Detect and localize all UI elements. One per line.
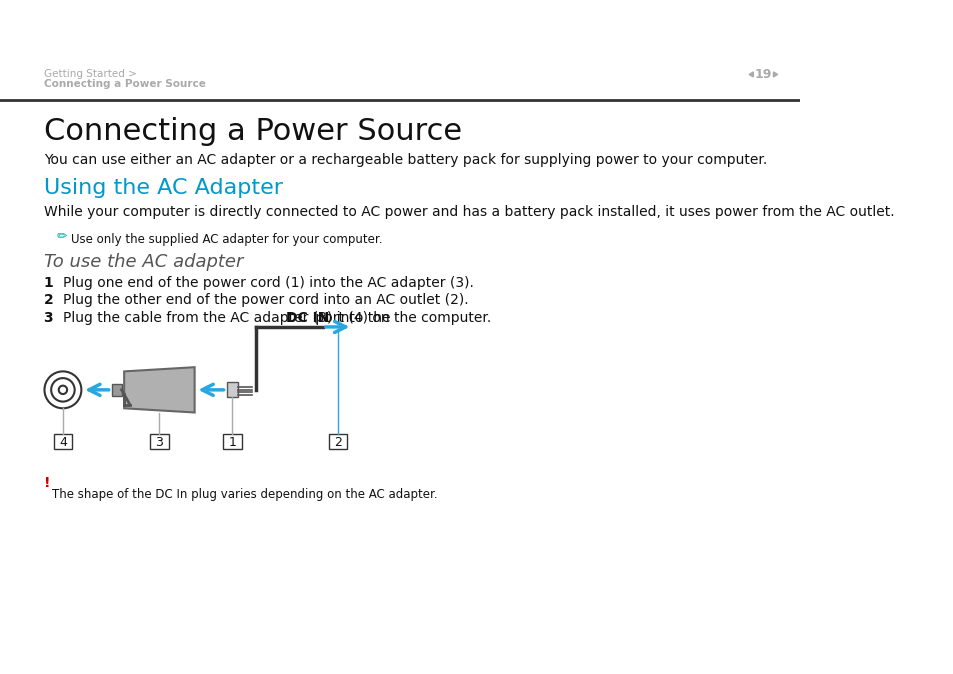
Text: 4: 4 (59, 436, 67, 449)
Text: To use the AC adapter: To use the AC adapter (44, 253, 243, 271)
Text: 2: 2 (334, 436, 342, 449)
Text: Plug one end of the power cord (1) into the AC adapter (3).: Plug one end of the power cord (1) into … (63, 276, 474, 290)
Text: 19: 19 (754, 68, 771, 81)
Polygon shape (124, 367, 194, 412)
Text: 3: 3 (155, 436, 163, 449)
Bar (150, 434, 169, 450)
Polygon shape (773, 72, 777, 77)
Text: While your computer is directly connected to AC power and has a battery pack ins: While your computer is directly connecte… (44, 206, 893, 219)
Bar (53, 434, 72, 450)
Text: Getting Started >: Getting Started > (44, 69, 136, 80)
Text: 1: 1 (44, 276, 53, 290)
Text: 2: 2 (44, 293, 53, 307)
Bar (329, 434, 347, 450)
Text: Use only the supplied AC adapter for your computer.: Use only the supplied AC adapter for you… (71, 233, 382, 246)
Text: !: ! (44, 477, 51, 490)
Text: The shape of the DC In plug varies depending on the AC adapter.: The shape of the DC In plug varies depen… (52, 488, 437, 501)
Text: 3: 3 (44, 311, 53, 325)
Text: port (4) on the computer.: port (4) on the computer. (311, 311, 491, 325)
Text: Using the AC Adapter: Using the AC Adapter (44, 179, 282, 198)
Text: Plug the cable from the AC adapter (3) into the: Plug the cable from the AC adapter (3) i… (63, 311, 395, 325)
Text: Plug the other end of the power cord into an AC outlet (2).: Plug the other end of the power cord int… (63, 293, 468, 307)
Text: 1: 1 (228, 436, 236, 449)
Text: Connecting a Power Source: Connecting a Power Source (44, 80, 205, 90)
Text: ✏: ✏ (57, 231, 68, 243)
Text: You can use either an AC adapter or a rechargeable battery pack for supplying po: You can use either an AC adapter or a re… (44, 153, 766, 167)
Polygon shape (748, 72, 753, 77)
Text: Connecting a Power Source: Connecting a Power Source (44, 117, 461, 146)
Bar (226, 382, 238, 398)
Bar (112, 384, 122, 396)
Bar (223, 434, 241, 450)
Text: DC IN: DC IN (286, 311, 330, 325)
